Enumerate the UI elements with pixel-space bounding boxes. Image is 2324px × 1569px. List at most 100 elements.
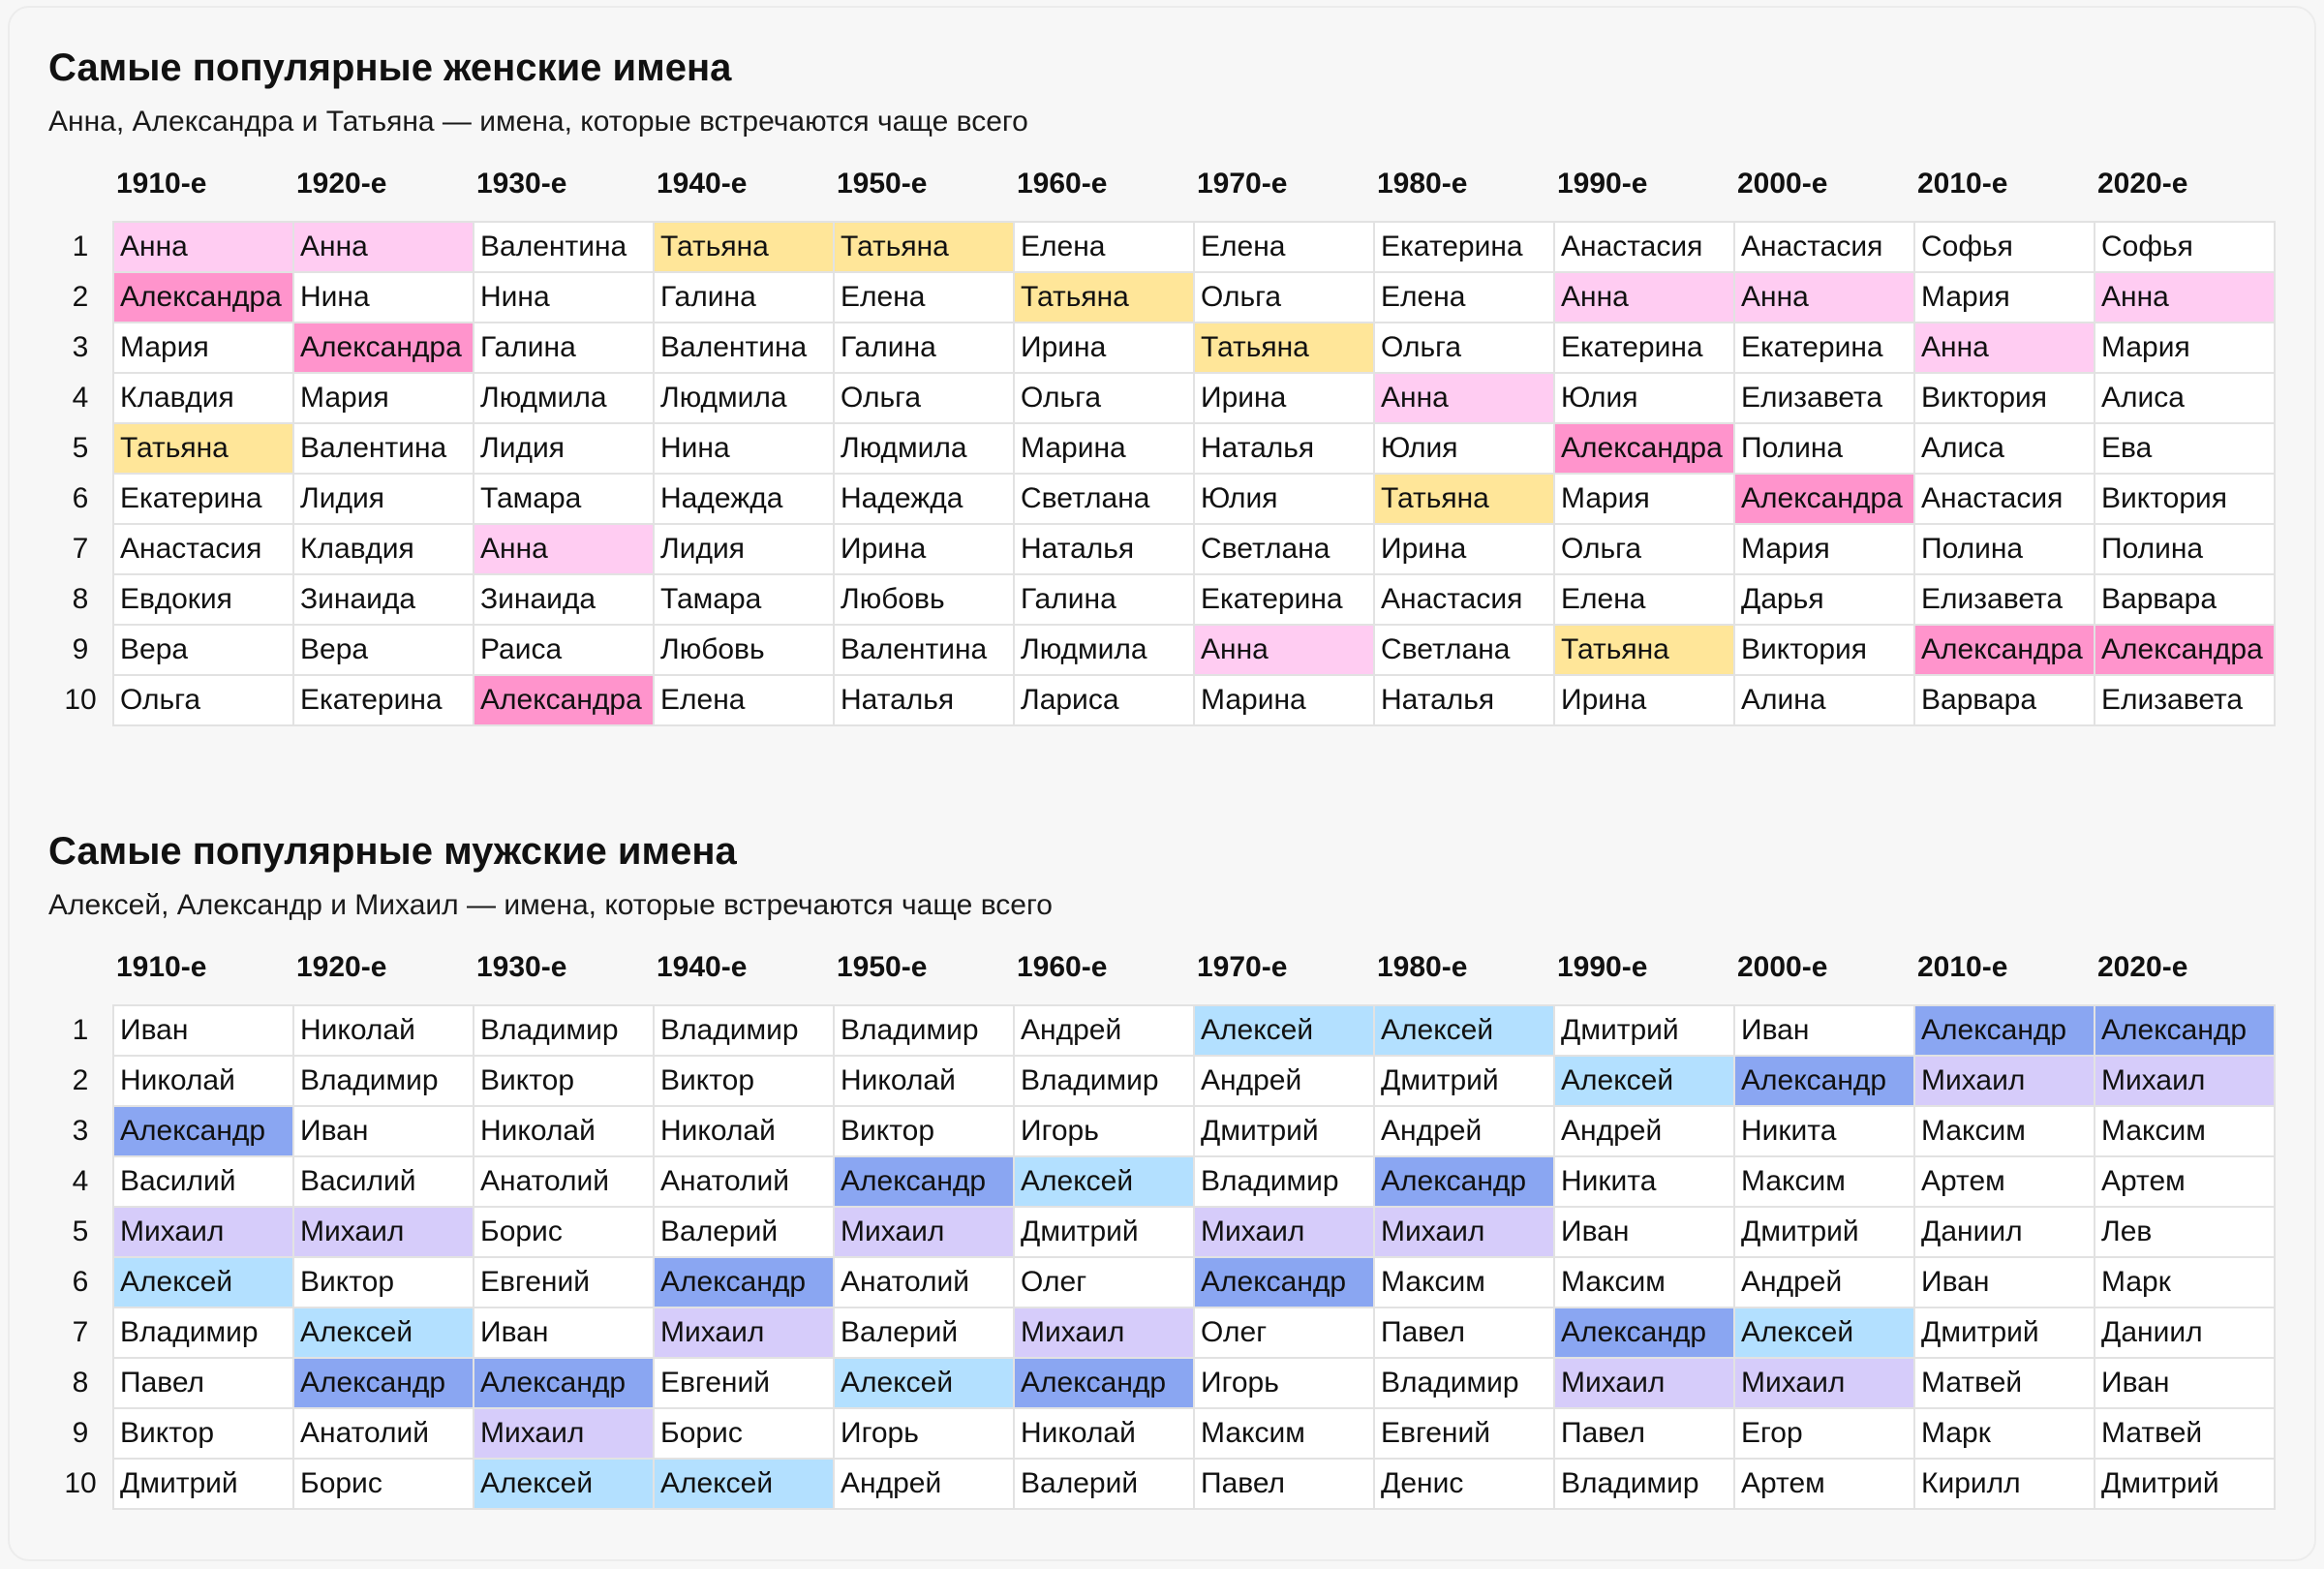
name-cell: Анна: [1373, 372, 1555, 424]
table-row: 7 Анастасия Клавдия Анна Лидия Ирина Наталья Св…: [48, 523, 2276, 575]
name-cell: Анастасия: [112, 523, 294, 575]
name-cell: Екатерина: [292, 674, 474, 726]
name-cell: Михаил: [1373, 1206, 1555, 1258]
table-row: 8 Павел Александр Александр Евгений Алексей Ал…: [48, 1357, 2276, 1409]
name-cell: Людмила: [1013, 624, 1195, 676]
name-cell: Александр: [1733, 1055, 1915, 1107]
name-cell: Марина: [1013, 422, 1195, 475]
name-cell: Анна: [1553, 271, 1735, 323]
name-cell: Александр: [1553, 1307, 1735, 1359]
rank-label: 3: [72, 331, 89, 363]
name-cell: Людмила: [833, 422, 1015, 475]
rank-label: 6: [72, 1266, 89, 1298]
rank-label: 5: [72, 432, 89, 464]
name-cell: Владимир: [653, 1004, 835, 1057]
name-cell: Наталья: [1193, 422, 1375, 475]
name-cell: Иван: [473, 1307, 655, 1359]
name-cell: Александр: [473, 1357, 655, 1409]
name-cell: Лидия: [653, 523, 835, 575]
name-cell: Павел: [112, 1357, 294, 1409]
name-cell: Татьяна: [1013, 271, 1195, 323]
name-cell: Людмила: [473, 372, 655, 424]
name-cell: Алексей: [1193, 1004, 1375, 1057]
name-cell: Василий: [112, 1155, 294, 1208]
name-cell: Максим: [1733, 1155, 1915, 1208]
name-cell: Александр: [112, 1105, 294, 1157]
rank-label: 9: [72, 1417, 89, 1449]
name-cell: Максим: [2094, 1105, 2276, 1157]
name-cell: Клавдия: [292, 523, 474, 575]
name-cell: Валентина: [833, 624, 1015, 676]
table-row: 4 Клавдия Мария Людмила Людмила Ольга Ольга Ири…: [48, 372, 2276, 424]
name-cell: Евгений: [1373, 1407, 1555, 1460]
name-cell: Михаил: [653, 1307, 835, 1359]
name-cell: Алексей: [1013, 1155, 1195, 1208]
name-cell: Лев: [2094, 1206, 2276, 1258]
name-cell: Ольга: [112, 674, 294, 726]
name-cell: Александр: [1193, 1256, 1375, 1308]
decade-header: 1990-е: [1557, 951, 1648, 983]
name-cell: Дмитрий: [1193, 1105, 1375, 1157]
name-cell: Ирина: [833, 523, 1015, 575]
name-cell: Любовь: [833, 573, 1015, 626]
decade-header: 1930-е: [476, 168, 567, 200]
name-cell: Андрей: [1013, 1004, 1195, 1057]
name-cell: Андрей: [1553, 1105, 1735, 1157]
rank-label: 1: [72, 1014, 89, 1046]
name-cell: Валерий: [833, 1307, 1015, 1359]
name-cell: Дмитрий: [2094, 1458, 2276, 1510]
name-cell: Никита: [1733, 1105, 1915, 1157]
name-cell: Алексей: [473, 1458, 655, 1510]
name-cell: Нина: [653, 422, 835, 475]
table-row: 7 Владимир Алексей Иван Михаил Валерий Михаил О…: [48, 1307, 2276, 1359]
name-cell: Анна: [1913, 322, 2095, 374]
table-row: 5 Михаил Михаил Борис Валерий Михаил Дмитрий Ми…: [48, 1206, 2276, 1258]
decade-header: 1930-е: [476, 951, 567, 983]
name-cell: Валентина: [473, 221, 655, 273]
rank-label: 2: [72, 1064, 89, 1096]
name-cell: Иван: [292, 1105, 474, 1157]
rank-label: 5: [72, 1215, 89, 1247]
name-cell: Денис: [1373, 1458, 1555, 1510]
name-cell: Дмитрий: [1733, 1206, 1915, 1258]
name-cell: Анна: [2094, 271, 2276, 323]
name-cell: Елена: [1193, 221, 1375, 273]
name-cell: Мария: [1913, 271, 2095, 323]
name-cell: Елизавета: [1913, 573, 2095, 626]
name-cell: Валентина: [292, 422, 474, 475]
name-cell: Владимир: [112, 1307, 294, 1359]
name-cell: Андрей: [1193, 1055, 1375, 1107]
name-cell: Владимир: [1373, 1357, 1555, 1409]
name-cell: Виктория: [2094, 473, 2276, 525]
name-cell: Тамара: [653, 573, 835, 626]
name-cell: Лидия: [292, 473, 474, 525]
name-cell: Николай: [112, 1055, 294, 1107]
name-cell: Галина: [833, 322, 1015, 374]
name-cell: Мария: [2094, 322, 2276, 374]
name-cell: Анна: [473, 523, 655, 575]
name-cell: Дарья: [1733, 573, 1915, 626]
name-cell: Анна: [1733, 271, 1915, 323]
name-cell: Игорь: [1193, 1357, 1375, 1409]
rank-label: 2: [72, 281, 89, 313]
name-cell: Татьяна: [1373, 473, 1555, 525]
rank-header: [48, 948, 113, 1005]
women-header-row: 1910-е 1920-е 1930-е 1940-е 1950-е 1960-е 1970…: [48, 165, 2275, 222]
name-cell: Вера: [112, 624, 294, 676]
name-cell: Андрей: [1373, 1105, 1555, 1157]
name-cell: Мария: [1733, 523, 1915, 575]
name-cell: Елена: [1013, 221, 1195, 273]
name-cell: Надежда: [653, 473, 835, 525]
name-cell: Елизавета: [1733, 372, 1915, 424]
name-cell: Анна: [112, 221, 294, 273]
rank-label: 10: [64, 684, 97, 716]
name-cell: Александра: [1553, 422, 1735, 475]
men-header-row: 1910-е 1920-е 1930-е 1940-е 1950-е 1960-е 1970…: [48, 948, 2275, 1005]
name-cell: Иван: [1913, 1256, 2095, 1308]
name-cell: Виктор: [292, 1256, 474, 1308]
name-cell: Александра: [292, 322, 474, 374]
name-cell: Дмитрий: [112, 1458, 294, 1510]
name-cell: Дмитрий: [1553, 1004, 1735, 1057]
name-cell: Борис: [473, 1206, 655, 1258]
table-row: 4 Василий Василий Анатолий Анатолий Александр…: [48, 1155, 2276, 1208]
